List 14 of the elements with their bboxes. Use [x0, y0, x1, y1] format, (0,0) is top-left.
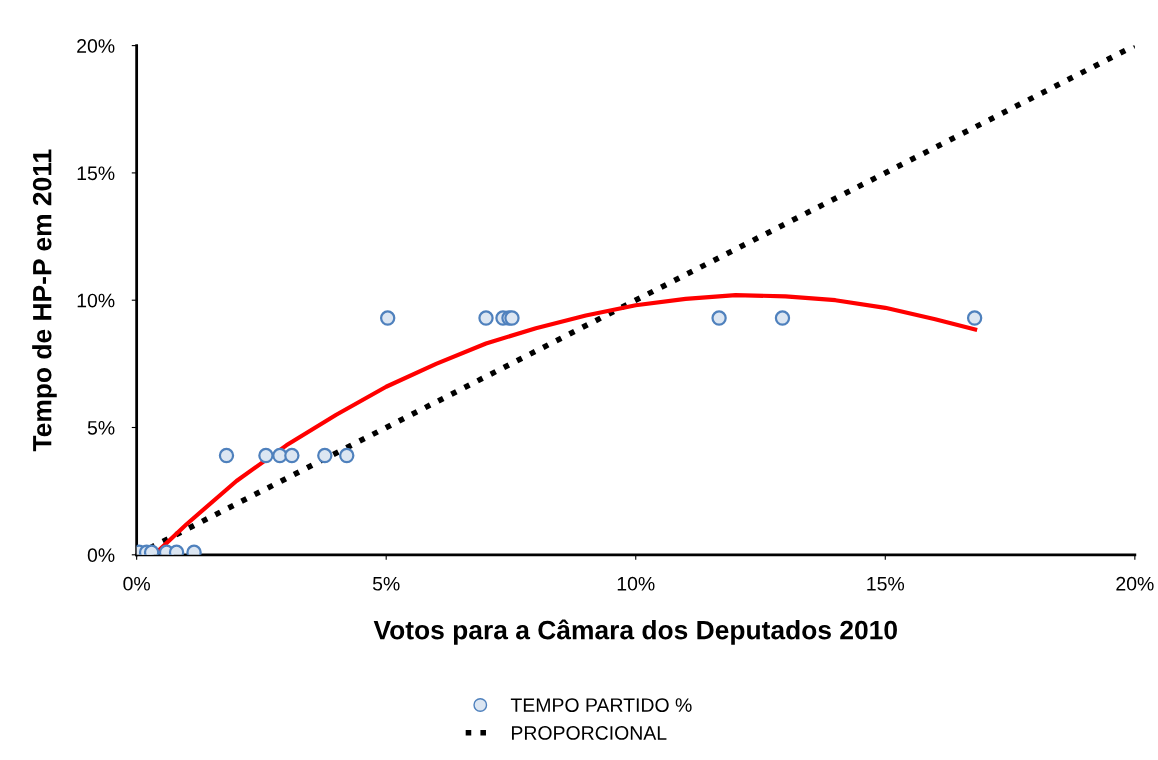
x-tick-label: 5% [372, 576, 400, 591]
y-tick-label: 5% [87, 421, 115, 435]
y-tick-label: 20% [77, 39, 115, 53]
x-tick-label: 20% [1116, 576, 1154, 591]
legend-label: PROPORCIONAL [512, 726, 667, 740]
y-tick-label: 0% [87, 548, 115, 563]
x-tick-label: 0% [123, 576, 150, 591]
y-axis-title: Tempo de HP-P em 2011 [32, 149, 57, 452]
y-tick-label: 15% [77, 166, 115, 181]
legend-label: TEMPO PARTIDO % [510, 698, 692, 712]
y-tick-label: 10% [77, 293, 115, 308]
x-tick-label: 10% [617, 576, 655, 591]
x-axis-title: Votos para a Câmara dos Deputados 2010 [373, 619, 897, 645]
x-tick-label: 15% [867, 576, 905, 591]
